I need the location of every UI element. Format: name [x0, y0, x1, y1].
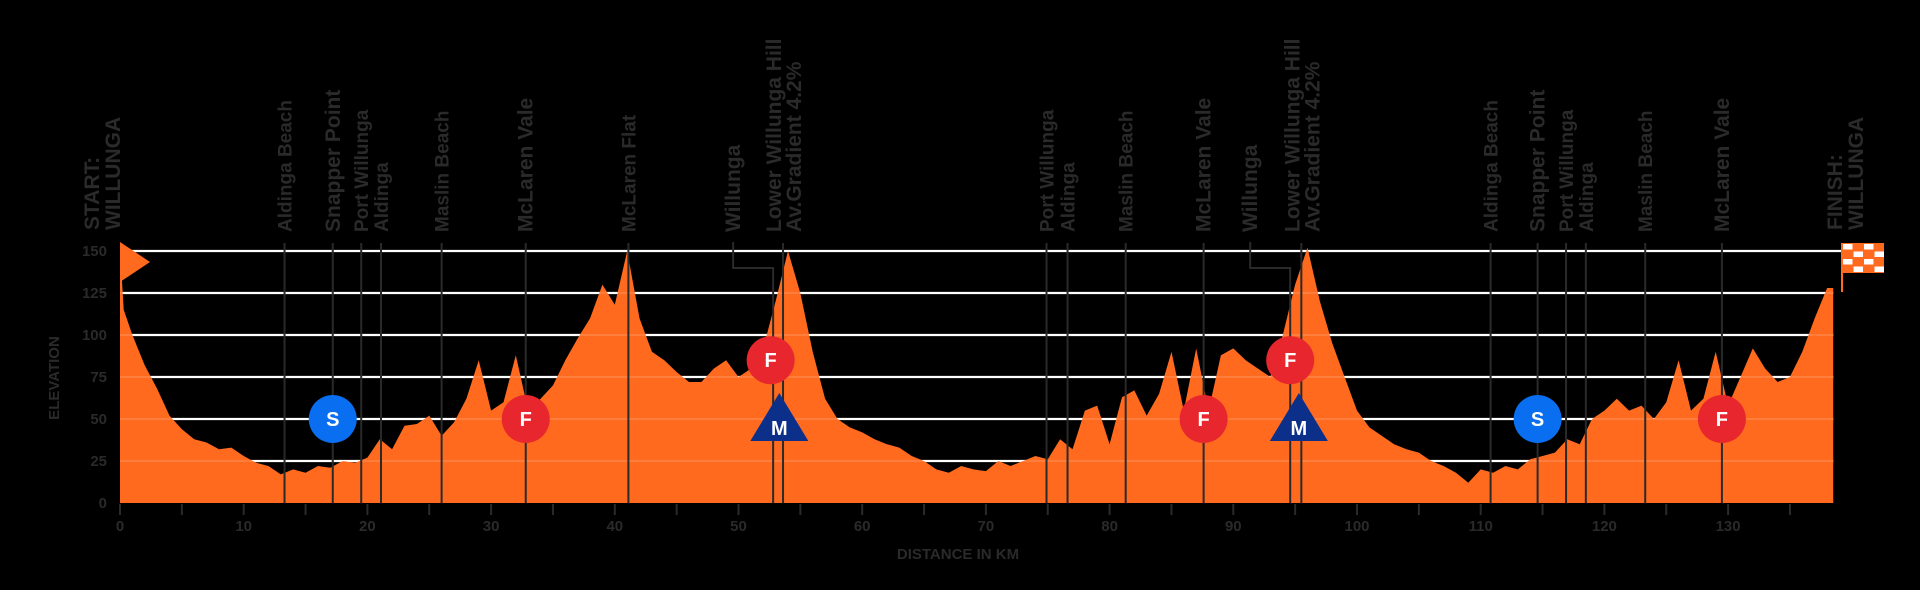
waypoint-labels: Aldinga Beach Snapper Point Port WillungaA… — [81, 39, 1868, 232]
feed-zone-marker-icon: F — [501, 395, 550, 443]
svg-text:S: S — [1531, 409, 1544, 431]
feed-zone-marker-icon: F — [746, 336, 795, 385]
x-tick-label: 120 — [1592, 518, 1617, 535]
finish-label: FINISH: — [1824, 154, 1847, 230]
waypoint-label: McLaren Vale — [1711, 98, 1734, 232]
svg-text:F: F — [520, 409, 532, 431]
waypoint-label: Port Willunga — [1557, 109, 1578, 232]
y-tick-label: 100 — [82, 327, 107, 344]
waypoint-label: Snapper Point — [1527, 90, 1550, 232]
waypoint-lines — [283, 242, 1723, 503]
x-tick-label: 50 — [730, 518, 747, 535]
waypoint-label: McLaren Vale — [515, 98, 538, 232]
svg-text:M: M — [1291, 418, 1308, 440]
waypoint-label: Willunga — [722, 144, 745, 232]
elevation-area — [120, 247, 1834, 503]
waypoint-leader-line — [1249, 242, 1292, 503]
x-tick-label: 40 — [606, 518, 623, 535]
feed-zone-marker-icon: F — [1266, 336, 1315, 385]
x-tick-label: 20 — [359, 518, 376, 535]
waypoint-label: Snapper Point — [322, 90, 345, 232]
svg-text:M: M — [771, 418, 788, 440]
climb-label: Lower Willunga Hill — [1281, 39, 1304, 232]
waypoint-label: Port Willunga — [1038, 109, 1059, 232]
mountain-marker-icon: M — [1269, 393, 1328, 441]
mountain-marker-icon: M — [750, 393, 809, 441]
waypoint-label: Aldinga Beach — [276, 100, 297, 232]
svg-text:F: F — [1198, 409, 1210, 431]
x-tick-label: 60 — [854, 518, 871, 535]
sprint-marker-icon: S — [308, 395, 357, 443]
sprint-marker-icon: S — [1513, 395, 1562, 443]
svg-text:F: F — [1716, 409, 1728, 431]
y-axis-ticks: 0 25 50 75 100 125 150 — [82, 243, 107, 512]
y-tick-label: 150 — [82, 243, 107, 260]
x-tick-label: 30 — [483, 518, 500, 535]
climb-label: Lower Willunga Hill — [763, 39, 786, 232]
waypoint-label: McLaren Vale — [1193, 98, 1216, 232]
waypoint-leader-line — [732, 242, 775, 503]
waypoint-label: Aldinga — [1059, 162, 1080, 232]
waypoint-label: Aldinga Beach — [1482, 100, 1503, 232]
x-tick-label: 90 — [1225, 518, 1242, 535]
x-axis-ticks: 0 10 20 30 40 50 60 70 80 90 100 110 120 130 — [116, 504, 1791, 535]
y-tick-label: 50 — [90, 411, 107, 428]
x-tick-label: 130 — [1716, 518, 1741, 535]
x-tick-label: 70 — [978, 518, 995, 535]
x-tick-label: 110 — [1469, 518, 1493, 535]
svg-text:F: F — [765, 350, 777, 372]
waypoint-label: Port Willunga — [352, 109, 373, 232]
start-finish-flags — [120, 242, 1884, 292]
y-tick-label: 25 — [90, 453, 107, 470]
gridlines-overlay — [120, 250, 1834, 462]
y-tick-label: 0 — [99, 495, 107, 512]
waypoint-label: Maslin Beach — [433, 111, 454, 232]
x-tick-label: 0 — [116, 518, 124, 535]
waypoint-label: Maslin Beach — [1636, 111, 1657, 232]
finish-flag-icon — [1841, 243, 1884, 292]
finish-location-label: WILLUNGA — [1845, 117, 1868, 230]
climb-gradient-label: Av.Gradient 4.2% — [783, 61, 806, 232]
x-axis-title: DISTANCE IN KM — [897, 546, 1019, 563]
race-markers: S F F M F F M S F — [308, 336, 1746, 443]
waypoint-label: Aldinga — [1577, 162, 1598, 232]
svg-text:S: S — [326, 409, 339, 431]
svg-text:F: F — [1284, 350, 1296, 372]
y-tick-label: 125 — [82, 285, 107, 302]
waypoint-label: Willunga — [1239, 144, 1262, 232]
x-tick-label: 10 — [235, 518, 252, 535]
x-tick-label: 80 — [1101, 518, 1118, 535]
waypoint-label: McLaren Flat — [619, 114, 640, 232]
feed-zone-marker-icon: F — [1697, 395, 1746, 443]
waypoint-label: Aldinga — [372, 162, 393, 232]
feed-zone-marker-icon: F — [1179, 395, 1228, 443]
start-location-label: WILLUNGA — [102, 117, 125, 230]
waypoint-label: Maslin Beach — [1117, 111, 1138, 232]
y-tick-label: 75 — [90, 369, 107, 386]
start-flag-icon — [120, 242, 150, 282]
climb-gradient-label: Av.Gradient 4.2% — [1301, 61, 1324, 232]
start-label: START: — [81, 157, 104, 230]
x-tick-label: 100 — [1344, 518, 1369, 535]
y-axis-title: ELEVATION — [46, 336, 63, 420]
